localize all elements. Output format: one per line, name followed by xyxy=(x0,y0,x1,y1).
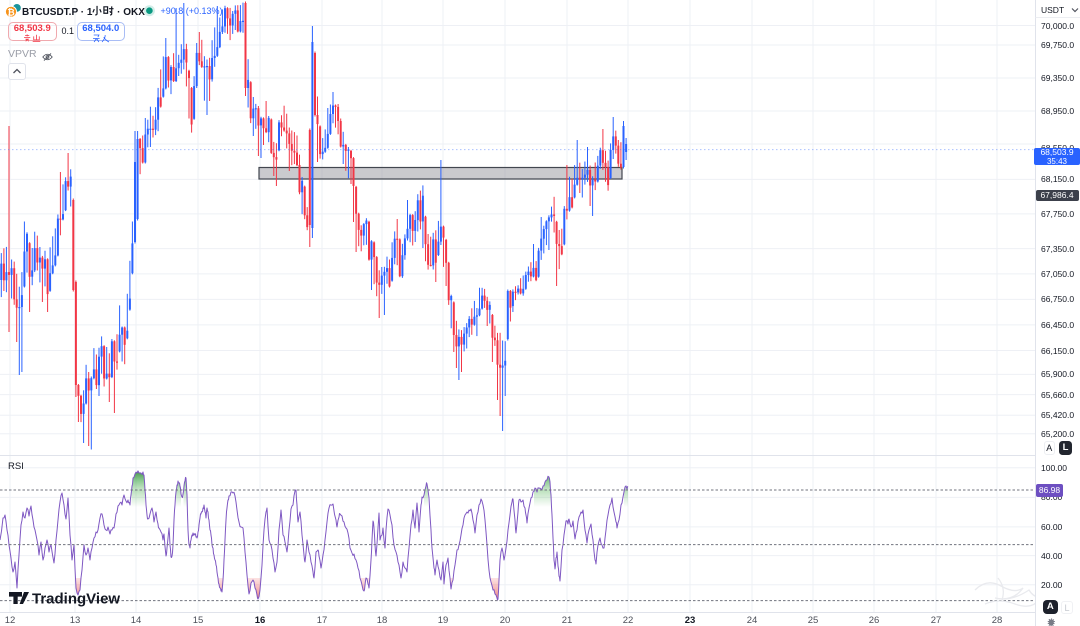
svg-text:₿: ₿ xyxy=(7,7,14,17)
svg-text:TradingView: TradingView xyxy=(32,591,120,608)
